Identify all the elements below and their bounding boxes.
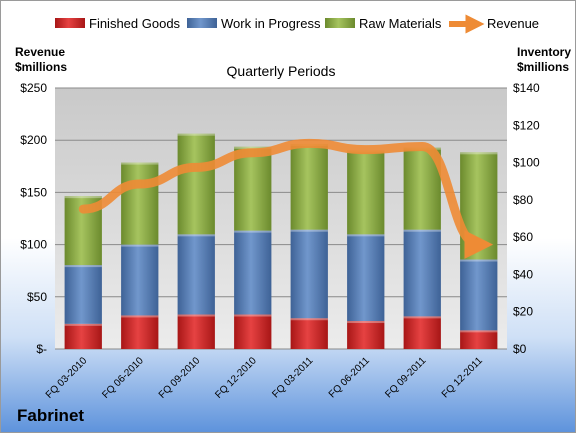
bar-finished-goods [121,315,159,349]
bar-work-in-progress-highlight [64,265,102,268]
left-tick-label: $250 [20,81,47,95]
category-label: FQ 09-2010 [157,355,203,401]
bar-finished-goods-highlight [121,315,159,318]
category-label: FQ 06-2011 [327,355,372,400]
category-label: FQ 03-2010 [44,355,90,401]
bar-work-in-progress [64,265,102,324]
left-axis-title-line-1: Revenue [15,45,65,59]
bars [64,133,498,349]
bar-finished-goods-highlight [290,318,328,321]
right-axis-ticks: $0 $20 $40 $60 $80 $100 $120 $140 [513,81,540,356]
chart-title: Quarterly Periods [227,63,336,79]
bar-raw-materials-highlight [234,146,272,149]
bar-raw-materials-highlight [177,133,215,136]
bar-work-in-progress-highlight [177,234,215,237]
right-axis-title-line-1: Inventory [517,45,571,59]
category-label: FQ 12-2010 [213,355,259,401]
legend-swatch-raw-materials [325,18,355,28]
bar-finished-goods-highlight [347,321,385,324]
right-tick-label: $120 [513,118,540,132]
legend: Finished Goods Work in Progress Raw Mate… [55,14,539,34]
legend-item-revenue: Revenue [449,14,539,34]
bar-finished-goods-highlight [64,323,102,326]
category-label: FQ 12-2011 [440,355,485,400]
legend-swatch-finished-goods [55,18,85,28]
category-label: FQ 06-2010 [100,355,146,401]
bar-finished-goods [64,323,102,349]
bar-work-in-progress [403,229,441,317]
bar-work-in-progress [234,230,272,315]
bar-work-in-progress [121,244,159,316]
right-tick-label: $80 [513,193,533,207]
left-tick-label: $- [36,342,47,356]
legend-item-finished-goods: Finished Goods [55,16,181,31]
bar-work-in-progress-highlight [290,229,328,232]
bar-finished-goods-highlight [403,316,441,319]
bar-work-in-progress [347,234,385,322]
right-tick-label: $0 [513,342,527,356]
legend-label-revenue: Revenue [487,16,539,31]
bar-raw-materials-highlight [460,152,498,155]
right-tick-label: $20 [513,305,533,319]
right-tick-label: $100 [513,156,540,170]
category-label: FQ 09-2011 [383,355,428,400]
bar-finished-goods-highlight [177,314,215,317]
bar-work-in-progress-highlight [234,230,272,233]
bar-raw-materials-highlight [121,162,159,165]
bar-finished-goods-highlight [234,314,272,317]
bar-work-in-progress-highlight [347,234,385,237]
revenue-line [78,138,494,259]
right-tick-label: $40 [513,267,533,281]
legend-label-raw-materials: Raw Materials [359,16,442,31]
legend-swatch-work-in-progress [187,18,217,28]
legend-item-work-in-progress: Work in Progress [187,16,321,31]
right-tick-label: $60 [513,230,533,244]
bar-raw-materials [121,162,159,245]
bar-finished-goods [403,316,441,349]
left-axis-ticks: $- $50 $100 $150 $200 $250 [20,81,47,356]
category-label: FQ 03-2011 [270,355,315,400]
left-tick-label: $150 [20,185,47,199]
bar-work-in-progress-highlight [460,259,498,262]
right-tick-label: $140 [513,81,540,95]
bar-raw-materials-highlight [64,196,102,199]
bar-work-in-progress-highlight [403,229,441,232]
left-tick-label: $100 [20,238,47,252]
left-tick-label: $50 [27,290,47,304]
bar-work-in-progress-highlight [121,244,159,247]
bar-work-in-progress [177,234,215,315]
bar-finished-goods [177,314,215,349]
bar-finished-goods [460,330,498,349]
bar-finished-goods [234,314,272,349]
right-axis-title-line-2: $millions [517,60,569,74]
left-axis-title-line-2: $millions [15,60,67,74]
bar-finished-goods [347,321,385,349]
legend-label-work-in-progress: Work in Progress [221,16,321,31]
bar-finished-goods-highlight [460,330,498,333]
company-name: Fabrinet [17,406,85,425]
bar-raw-materials [290,143,328,230]
category-labels: FQ 03-2010 FQ 06-2010 FQ 09-2010 FQ 12-2010… [44,355,485,401]
bar-raw-materials [234,146,272,231]
bar-raw-materials [347,150,385,235]
bar-work-in-progress [290,229,328,319]
legend-item-raw-materials: Raw Materials [325,16,442,31]
legend-label-finished-goods: Finished Goods [89,16,181,31]
bar-work-in-progress [460,259,498,331]
bar-finished-goods [290,318,328,349]
left-tick-label: $200 [20,133,47,147]
revenue-line-path [78,138,494,259]
bar-raw-materials [177,133,215,235]
